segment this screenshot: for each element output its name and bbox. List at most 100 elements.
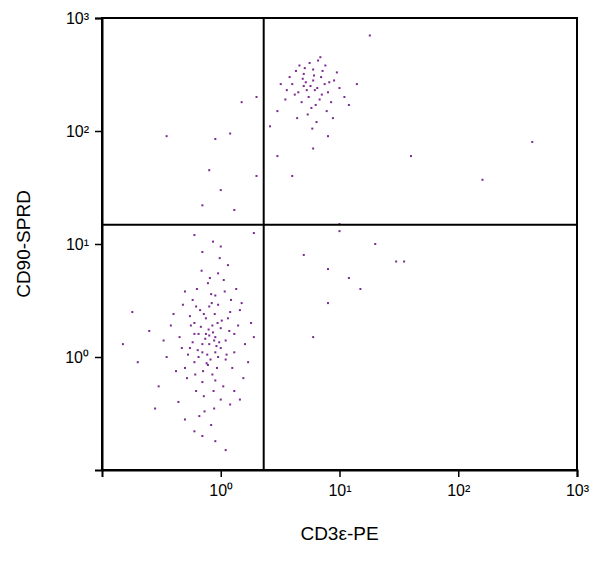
y-tick-mark: [95, 357, 102, 359]
point: [233, 390, 235, 392]
point: [220, 347, 222, 349]
point: [200, 326, 202, 328]
point: [192, 299, 194, 301]
y-axis: 10⁰10¹10²10³: [65, 10, 102, 471]
point: [221, 320, 223, 322]
point: [158, 385, 160, 387]
x-tick: 10²: [447, 470, 471, 499]
point: [199, 309, 201, 311]
point: [195, 305, 197, 307]
point: [214, 440, 216, 442]
point: [196, 288, 198, 290]
x-tick-label: 10¹: [328, 482, 351, 499]
point: [209, 277, 211, 279]
point: [177, 401, 179, 403]
point: [218, 341, 220, 343]
y-tick-label: 10⁰: [65, 349, 89, 366]
point: [207, 364, 209, 366]
point: [137, 361, 139, 363]
point: [280, 83, 282, 85]
point: [343, 96, 345, 98]
y-tick: 10⁰: [65, 349, 102, 366]
point: [148, 330, 150, 332]
point: [356, 83, 358, 85]
point: [291, 175, 293, 177]
point: [215, 345, 217, 347]
y-tick-label: 10²: [66, 123, 90, 140]
point: [242, 377, 244, 379]
point: [217, 304, 219, 306]
point: [255, 96, 257, 98]
point: [286, 89, 288, 91]
point: [208, 329, 210, 331]
point: [201, 270, 203, 272]
point: [163, 339, 165, 341]
point: [298, 64, 300, 66]
x-tick: 10⁰: [209, 470, 233, 499]
point: [229, 133, 231, 135]
point: [205, 333, 207, 335]
point: [319, 56, 321, 58]
point: [154, 408, 156, 410]
point: [190, 325, 192, 327]
point: [276, 110, 278, 112]
point: [208, 343, 210, 345]
y-tick-mark: [95, 131, 102, 133]
point: [212, 241, 214, 243]
point: [321, 94, 323, 96]
point: [348, 104, 350, 106]
y-axis-title: CD90-SPRD: [13, 190, 34, 298]
point: [216, 367, 218, 369]
point: [359, 288, 361, 290]
point: [241, 101, 243, 103]
point: [131, 311, 133, 313]
point: [369, 35, 371, 37]
point: [247, 361, 249, 363]
point: [170, 325, 172, 327]
point: [214, 295, 216, 297]
point: [189, 315, 191, 317]
point: [324, 64, 326, 66]
point: [284, 99, 286, 101]
point: [327, 302, 329, 304]
point: [328, 81, 330, 83]
point: [201, 204, 203, 206]
point: [198, 356, 200, 358]
point: [233, 351, 235, 353]
point: [205, 317, 207, 319]
point: [225, 449, 227, 451]
point: [531, 141, 533, 143]
point: [319, 99, 321, 101]
point: [213, 339, 215, 341]
point: [201, 343, 203, 345]
point: [339, 230, 341, 232]
points: [122, 35, 533, 452]
point: [184, 418, 186, 420]
point: [316, 87, 318, 89]
point: [301, 101, 303, 103]
point: [276, 155, 278, 157]
point: [315, 104, 317, 106]
point: [295, 70, 297, 72]
point: [202, 370, 204, 372]
point: [217, 272, 219, 274]
point: [327, 135, 329, 137]
point: [410, 155, 412, 157]
point: [239, 399, 241, 401]
point: [324, 83, 326, 85]
point: [192, 341, 194, 343]
point: [166, 135, 168, 137]
point: [203, 313, 205, 315]
point: [211, 325, 213, 327]
point: [297, 91, 299, 93]
point: [327, 268, 329, 270]
point: [296, 117, 298, 119]
point: [327, 91, 329, 93]
point: [214, 313, 216, 315]
point: [233, 209, 235, 211]
point: [186, 377, 188, 379]
point: [210, 293, 212, 295]
point: [227, 317, 229, 319]
point: [207, 282, 209, 284]
x-tick-mark: [577, 470, 579, 477]
